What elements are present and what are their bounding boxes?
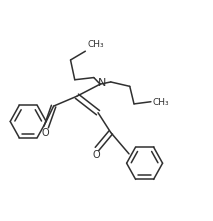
Text: CH₃: CH₃ <box>87 40 104 50</box>
Text: CH₃: CH₃ <box>153 98 169 107</box>
Text: O: O <box>41 128 49 138</box>
Text: N: N <box>98 78 106 88</box>
Text: O: O <box>92 150 100 160</box>
